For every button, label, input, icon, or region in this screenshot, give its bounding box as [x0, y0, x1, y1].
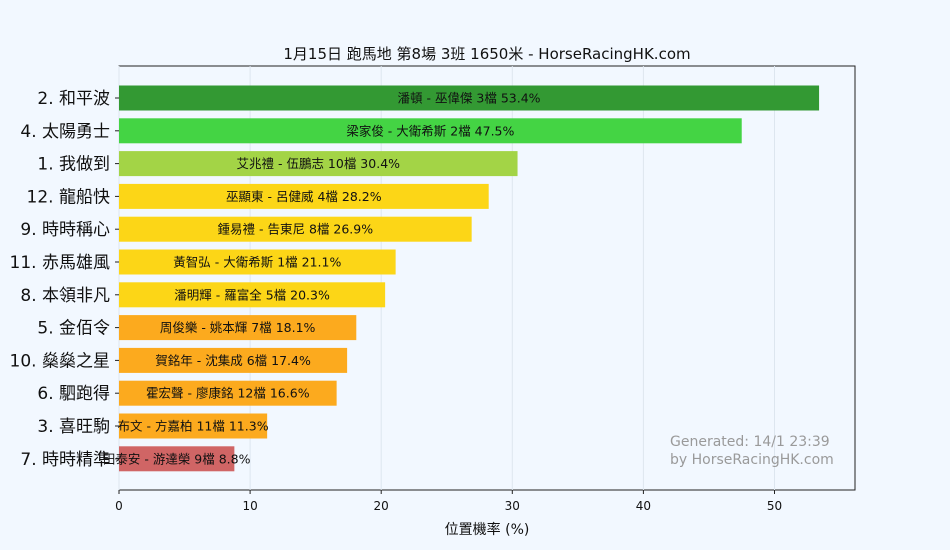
annotation-line-1: Generated: 14/1 23:39	[670, 434, 830, 450]
bar	[119, 118, 742, 144]
y-tick-label: 3. 喜旺駒	[37, 417, 110, 437]
bar	[119, 216, 472, 242]
bar-label: 艾兆禮 - 伍鵬志 10檔 30.4%	[237, 156, 401, 171]
bar	[119, 347, 348, 373]
x-ticks: 0 10 20 30 40 50	[115, 490, 782, 513]
x-tick-label: 0	[115, 499, 123, 513]
bar-label: 梁家俊 - 大衛希斯 2檔 47.5%	[346, 123, 514, 138]
y-tick-label: 6. 駟跑得	[37, 384, 110, 404]
y-tick-label: 8. 本領非凡	[20, 286, 110, 306]
x-axis-label: 位置機率 (%)	[445, 521, 530, 538]
y-tick-label: 2. 和平波	[37, 89, 110, 109]
x-tick-label: 20	[374, 499, 389, 513]
bar-label: 鍾易禮 - 告東尼 8檔 26.9%	[218, 222, 374, 237]
bar	[119, 151, 518, 177]
bar-label: 巫顯東 - 呂健威 4檔 28.2%	[226, 189, 382, 204]
bars: 潘頓 - 巫偉傑 3檔 53.4% 梁家俊 - 大衛希斯 2檔 47.5% 艾兆禮 …	[103, 85, 820, 472]
x-tick-label: 50	[767, 499, 782, 513]
bar	[119, 380, 337, 406]
y-tick-label: 5. 金佰令	[37, 319, 110, 339]
annotation-line-2: by HorseRacingHK.com	[670, 452, 834, 468]
bar	[119, 315, 357, 341]
y-tick-label: 12. 龍船快	[27, 187, 110, 207]
y-tick-label: 1. 我做到	[37, 155, 110, 175]
bar	[119, 183, 489, 209]
bar	[119, 85, 820, 111]
x-tick-label: 30	[505, 499, 520, 513]
bar	[119, 282, 386, 308]
y-ticks: 2. 和平波 4. 太陽勇士 1. 我做到 12. 龍船快 9. 時時稱心 11. 赤馬雄…	[10, 89, 119, 470]
y-tick-label: 11. 赤馬雄風	[10, 253, 110, 273]
x-tick-label: 10	[242, 499, 257, 513]
bar-label: 霍宏聲 - 廖康銘 12檔 16.6%	[146, 386, 310, 401]
bar-label: 周俊樂 - 姚本輝 7檔 18.1%	[160, 320, 316, 335]
bar-label: 田泰安 - 游達榮 9檔 8.8%	[103, 451, 251, 466]
y-tick-label: 9. 時時稱心	[20, 220, 110, 240]
chart-title: 1月15日 跑馬地 第8場 3班 1650米 - HorseRacingHK.c…	[283, 45, 690, 63]
y-tick-label: 4. 太陽勇士	[20, 122, 110, 142]
bar-label: 潘明輝 - 羅富全 5檔 20.3%	[174, 287, 330, 302]
bar	[119, 446, 235, 472]
bar-label: 潘頓 - 巫偉傑 3檔 53.4%	[397, 91, 540, 106]
bar-label: 黃智弘 - 大衛希斯 1檔 21.1%	[173, 255, 341, 270]
bar	[119, 413, 268, 439]
bar-label: 布文 - 方嘉柏 11檔 11.3%	[118, 419, 269, 434]
y-tick-label: 10. 燊燊之星	[10, 351, 110, 371]
y-tick-label: 7. 時時精準	[20, 450, 110, 470]
x-tick-label: 40	[636, 499, 651, 513]
bar-label: 賀銘年 - 沈集成 6檔 17.4%	[155, 353, 311, 368]
bar	[119, 249, 396, 275]
